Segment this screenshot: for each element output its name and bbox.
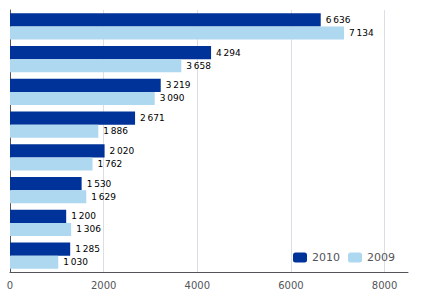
svg-text:7 134: 7 134: [349, 28, 374, 38]
svg-text:6000: 6000: [278, 280, 303, 291]
svg-text:1 629: 1 629: [91, 192, 116, 202]
svg-text:3 090: 3 090: [160, 93, 185, 103]
svg-text:3 658: 3 658: [186, 61, 211, 71]
svg-text:1 886: 1 886: [103, 126, 128, 136]
svg-text:0: 0: [7, 280, 13, 291]
svg-text:1 200: 1 200: [71, 211, 96, 221]
svg-text:1 030: 1 030: [63, 257, 88, 267]
svg-text:1 530: 1 530: [87, 179, 112, 189]
svg-text:6 636: 6 636: [326, 15, 351, 25]
svg-text:4 294: 4 294: [216, 48, 241, 58]
svg-text:1 285: 1 285: [75, 244, 100, 254]
svg-text:3 219: 3 219: [166, 80, 191, 90]
svg-text:2 671: 2 671: [140, 113, 165, 123]
svg-text:2 020: 2 020: [110, 146, 135, 156]
svg-text:4000: 4000: [185, 280, 210, 291]
svg-text:1 762: 1 762: [98, 159, 123, 169]
svg-text:8000: 8000: [372, 280, 397, 291]
svg-text:1 306: 1 306: [76, 224, 101, 234]
svg-text:2010: 2010: [312, 251, 340, 264]
svg-text:2000: 2000: [91, 280, 116, 291]
svg-text:2009: 2009: [367, 251, 395, 264]
